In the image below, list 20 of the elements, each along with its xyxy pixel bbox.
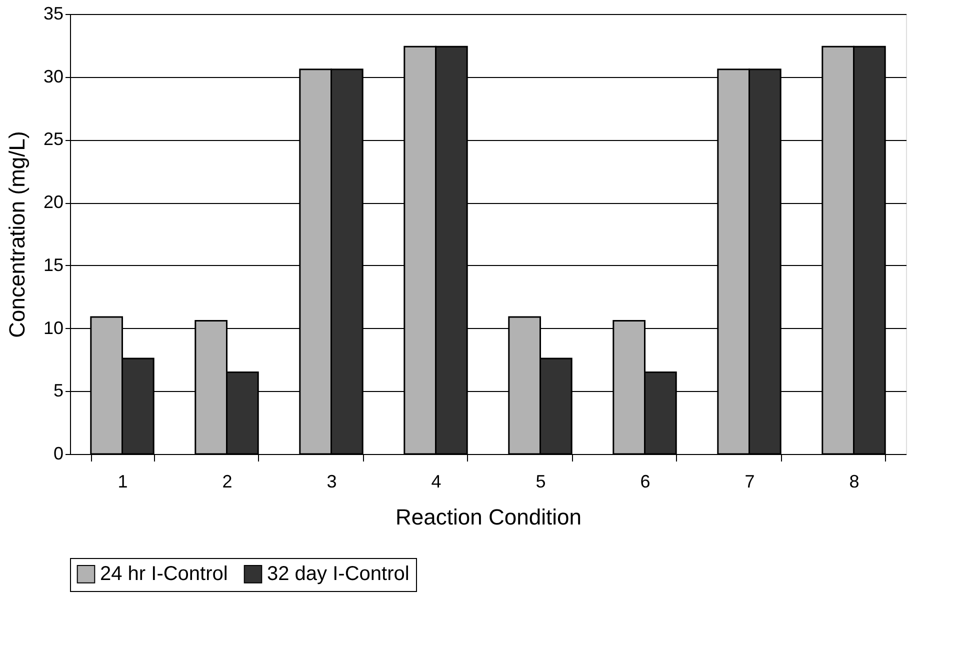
x-tick-label: 7	[744, 472, 755, 492]
y-tick-label: 10	[43, 318, 64, 338]
legend-label: 24 hr I-Control	[100, 563, 228, 586]
x-tick-label: 1	[118, 472, 128, 492]
y-tick-label: 30	[43, 66, 64, 86]
legend-label: 32 day I-Control	[267, 563, 410, 586]
x-axis-title: Reaction Condition	[396, 504, 582, 530]
x-tick-label: 3	[326, 472, 337, 492]
y-tick-label: 0	[53, 444, 64, 464]
x-tick-label: 2	[222, 472, 232, 492]
y-tick-label: 25	[43, 129, 64, 150]
y-tick-label: 20	[43, 192, 64, 212]
y-tick-label: 35	[43, 4, 64, 24]
x-tick-label: 4	[431, 472, 442, 492]
x-tick-label: 5	[536, 472, 546, 492]
x-tick-label: 6	[640, 472, 650, 492]
y-axis-title: Concentration (mg/L)	[4, 131, 30, 338]
y-tick-label: 5	[53, 380, 64, 401]
y-tick-label: 15	[43, 254, 64, 275]
x-tick-label: 8	[849, 472, 860, 492]
